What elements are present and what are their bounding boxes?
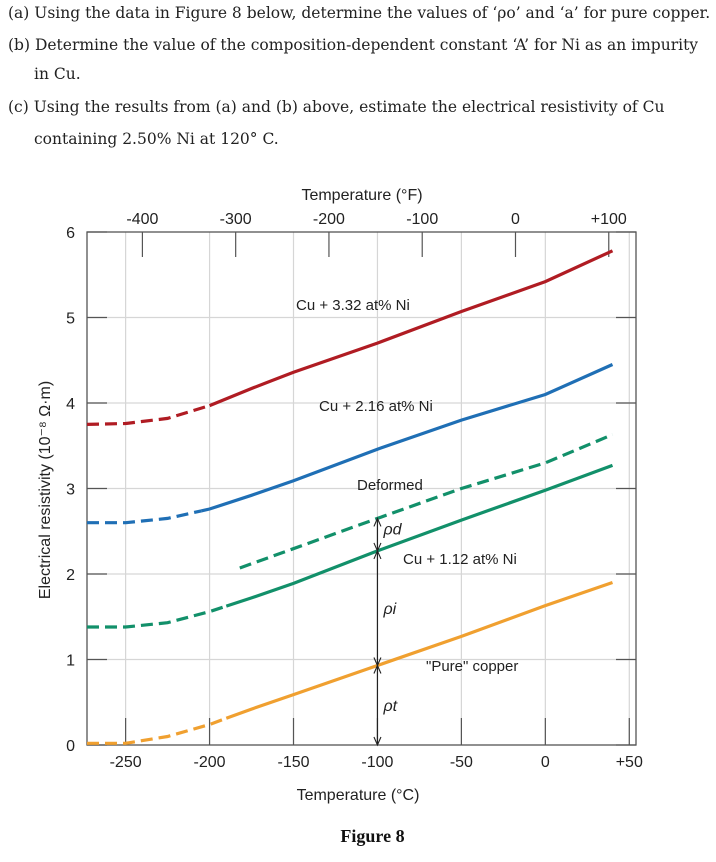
rho-t-label: ρt bbox=[382, 698, 397, 715]
x-tick-label: 0 bbox=[541, 754, 550, 771]
question-b-line2: in Cu. bbox=[34, 65, 81, 83]
x-tick-label: -150 bbox=[277, 754, 309, 771]
rho-i-label: ρi bbox=[382, 601, 396, 618]
series-label: Cu + 3.32 at% Ni bbox=[296, 297, 410, 314]
series-line-dashed bbox=[87, 604, 227, 629]
series-line-dashed bbox=[239, 433, 614, 570]
series-line-dashed bbox=[87, 509, 202, 525]
question-c-line2: containing 2.50% Ni at 120° C. bbox=[34, 130, 279, 148]
y-tick-label: 0 bbox=[66, 738, 75, 755]
x2-tick-label: 0 bbox=[511, 211, 520, 228]
arrowhead bbox=[373, 517, 382, 527]
y-tick-label: 4 bbox=[66, 396, 75, 413]
x2-tick-label: -400 bbox=[126, 211, 158, 228]
x2-tick-label: -200 bbox=[313, 211, 345, 228]
rho-d-label: ρd bbox=[382, 521, 402, 538]
series-label: Cu + 2.16 at% Ni bbox=[319, 398, 433, 415]
question-a: (a) Using the data in Figure 8 below, de… bbox=[8, 4, 711, 22]
arrowhead bbox=[373, 549, 382, 560]
x-tick-label: -200 bbox=[194, 754, 226, 771]
series-line bbox=[200, 363, 614, 513]
question-b-line1: (b) Determine the value of the compositi… bbox=[8, 36, 699, 54]
x2-tick-label: -300 bbox=[220, 211, 252, 228]
x-axis-label: Temperature (°C) bbox=[297, 787, 420, 804]
x2-axis-label: Temperature (°F) bbox=[301, 187, 422, 204]
x2-tick-label: -100 bbox=[406, 211, 438, 228]
y-tick-label: 5 bbox=[66, 311, 75, 328]
y-tick-label: 1 bbox=[66, 653, 75, 670]
series-label: Deformed bbox=[357, 477, 423, 494]
x-tick-label: +50 bbox=[616, 754, 643, 771]
arrowhead bbox=[373, 664, 382, 674]
series-line bbox=[208, 249, 614, 408]
question-c-line1: (c) Using the results from (a) and (b) a… bbox=[8, 98, 665, 116]
series-line-dashed bbox=[87, 716, 227, 745]
arrowhead bbox=[373, 736, 382, 747]
x-tick-label: -250 bbox=[110, 754, 142, 771]
series-line-dashed bbox=[86, 404, 211, 426]
x-tick-label: -50 bbox=[450, 754, 473, 771]
figure-caption: Figure 8 bbox=[340, 826, 405, 846]
series-line bbox=[225, 580, 614, 720]
series-label: Cu + 1.12 at% Ni bbox=[403, 551, 517, 568]
y-tick-label: 2 bbox=[66, 567, 75, 584]
y-axis-label: Electrical resistivity (10⁻⁸ Ω·m) bbox=[37, 381, 54, 599]
x-tick-label: -100 bbox=[361, 754, 393, 771]
series-label: "Pure" copper bbox=[426, 658, 518, 675]
y-tick-label: 6 bbox=[66, 225, 75, 242]
x2-tick-label: +100 bbox=[591, 211, 627, 228]
y-tick-label: 3 bbox=[66, 482, 75, 499]
